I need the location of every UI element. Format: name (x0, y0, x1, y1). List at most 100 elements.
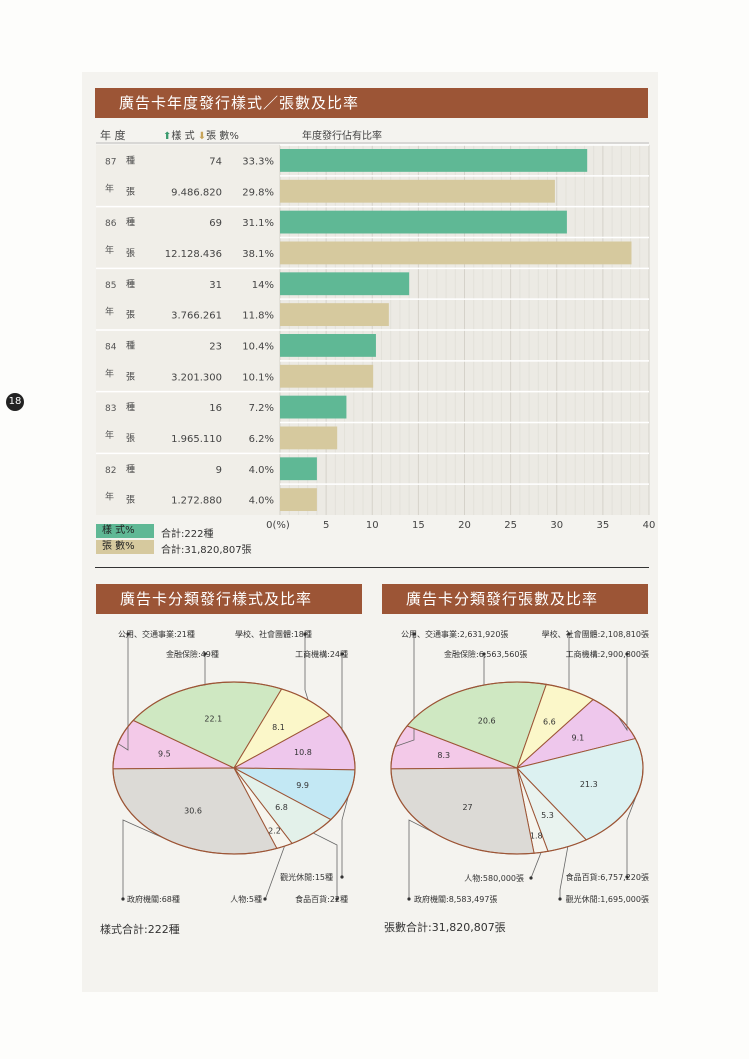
header-share: 年度發行佔有比率 (302, 131, 382, 142)
row-year-suffix: 年 (105, 429, 114, 441)
category-label: 學校、社會團體:2,108,810張 (542, 629, 649, 639)
legend-sheets-total: 合計:31,820,807張 (161, 545, 252, 556)
row-year-label: 84 (105, 342, 117, 352)
x-tick-label: 25 (504, 520, 517, 531)
pie-value-label: 9.9 (296, 781, 309, 790)
x-tick-label: 40 (643, 520, 656, 531)
x-tick-label: 10 (366, 520, 379, 531)
up-arrow-icon: ⬆ (163, 131, 172, 142)
pie-value-label: 27 (462, 803, 472, 812)
callout-dot (558, 897, 562, 901)
row-percent-value: 10.4% (242, 341, 274, 352)
pie-value-label: 6.6 (543, 717, 556, 726)
row-percent-value: 33.3% (242, 156, 274, 167)
header-styles: 樣 式 (171, 131, 195, 142)
bar-87-sheets (280, 179, 555, 203)
row-year-suffix: 年 (105, 244, 114, 256)
bar-86-styles (280, 210, 567, 234)
callout-dot (340, 652, 344, 656)
row-count-value: 74 (209, 156, 222, 167)
category-label: 公用、交通事業:21種 (118, 629, 195, 639)
pie-value-label: 10.8 (294, 748, 312, 757)
pie-right-title: 廣告卡分類發行張數及比率 (382, 584, 648, 614)
x-tick-label: 20 (458, 520, 471, 531)
row-percent-value: 31.1% (242, 218, 274, 229)
row-kind-label: 張 (126, 433, 135, 444)
row-count-value: 12.128.436 (165, 249, 222, 260)
legend-sheets-swatch: 張 數% (96, 540, 154, 554)
row-year-label: 87 (105, 157, 116, 167)
category-label: 工商機構:2,900,800張 (566, 649, 649, 659)
category-label: 公用、交通事業:2,631,920張 (401, 629, 508, 639)
legend-styles-total: 合計:222種 (161, 529, 214, 540)
category-label: 人物:580,000張 (464, 873, 524, 883)
callout-dot (482, 652, 486, 656)
callout-line (559, 846, 569, 899)
pie-outline (112, 681, 356, 855)
bar-86-sheets (280, 241, 632, 265)
row-year-label: 83 (105, 404, 116, 414)
callout-line (341, 795, 349, 877)
x-tick-label: 15 (412, 520, 425, 531)
row-percent-value: 11.8% (242, 311, 274, 322)
callout-line (618, 654, 628, 732)
row-kind-label: 種 (126, 217, 135, 228)
callout-line (313, 832, 338, 899)
callout-dot (126, 632, 130, 636)
pie-chart-styles: 9.5 公用、交通事業:21種 22.1 金融保險:49種 8.1 學校、社會團體:18種… (112, 629, 356, 904)
callout-line (304, 634, 309, 701)
bar-section-title: 廣告卡年度發行樣式／張數及比率 (95, 88, 648, 118)
pie-value-label: 9.5 (158, 749, 171, 758)
callout-dot (203, 652, 207, 656)
callout-dot (529, 876, 533, 880)
pie-value-label: 20.6 (478, 717, 496, 726)
row-percent-value: 7.2% (249, 403, 274, 414)
row-year-label: 85 (105, 281, 116, 291)
row-count-value: 69 (209, 218, 222, 229)
row-kind-label: 種 (126, 279, 135, 290)
category-label: 食品百貨:6,757,220張 (566, 872, 649, 882)
section-divider (95, 567, 649, 568)
pie-chart-sheets: 8.3 公用、交通事業:2,631,920張 20.6 金融保險:6,563,560張… (390, 629, 649, 904)
callout-line (117, 634, 129, 751)
category-label: 食品百貨:22種 (295, 894, 348, 904)
callout-line (466, 654, 485, 690)
callout-dot (412, 632, 416, 636)
bar-85-styles (280, 272, 410, 296)
pie-value-label: 22.1 (204, 715, 222, 724)
pie-value-label: 21.3 (580, 780, 598, 789)
row-count-value: 1.272.880 (171, 496, 222, 507)
pie-value-label: 5.3 (541, 811, 554, 820)
row-count-value: 1.965.110 (171, 434, 222, 445)
row-percent-value: 6.2% (249, 434, 274, 445)
row-percent-value: 4.0% (249, 465, 274, 476)
row-year-suffix: 年 (105, 491, 114, 503)
callout-line (530, 852, 542, 879)
down-arrow-icon: ⬇ (197, 131, 207, 142)
x-tick-label: 35 (597, 520, 610, 531)
callout-dot (121, 897, 125, 901)
callout-line (626, 794, 637, 877)
row-kind-label: 張 (126, 371, 135, 382)
page-number-badge: 18 (6, 393, 24, 411)
callout-dot (407, 897, 411, 901)
callout-line (394, 634, 415, 748)
category-label: 觀光休閒:15種 (280, 872, 333, 882)
pie-value-label: 9.1 (571, 733, 584, 742)
row-kind-label: 種 (126, 155, 135, 166)
category-label: 觀光休閒:1,695,000張 (566, 894, 649, 904)
callout-line (122, 819, 166, 899)
header-year: 年 度 (100, 129, 126, 142)
bar-82-sheets (280, 488, 317, 511)
pie-right-total: 張數合計:31,820,807張 (384, 921, 506, 934)
category-label: 政府機關:8,583,497張 (414, 894, 497, 904)
row-percent-value: 38.1% (242, 249, 274, 260)
row-kind-label: 張 (126, 186, 135, 197)
row-kind-label: 種 (126, 402, 135, 413)
pie-value-label: 8.1 (272, 723, 285, 732)
callout-line (568, 634, 571, 691)
row-count-value: 9.486.820 (171, 187, 222, 198)
category-label: 金融保險:6,563,560張 (444, 649, 527, 659)
row-count-value: 3.766.261 (171, 311, 222, 322)
row-year-label: 86 (105, 219, 117, 229)
